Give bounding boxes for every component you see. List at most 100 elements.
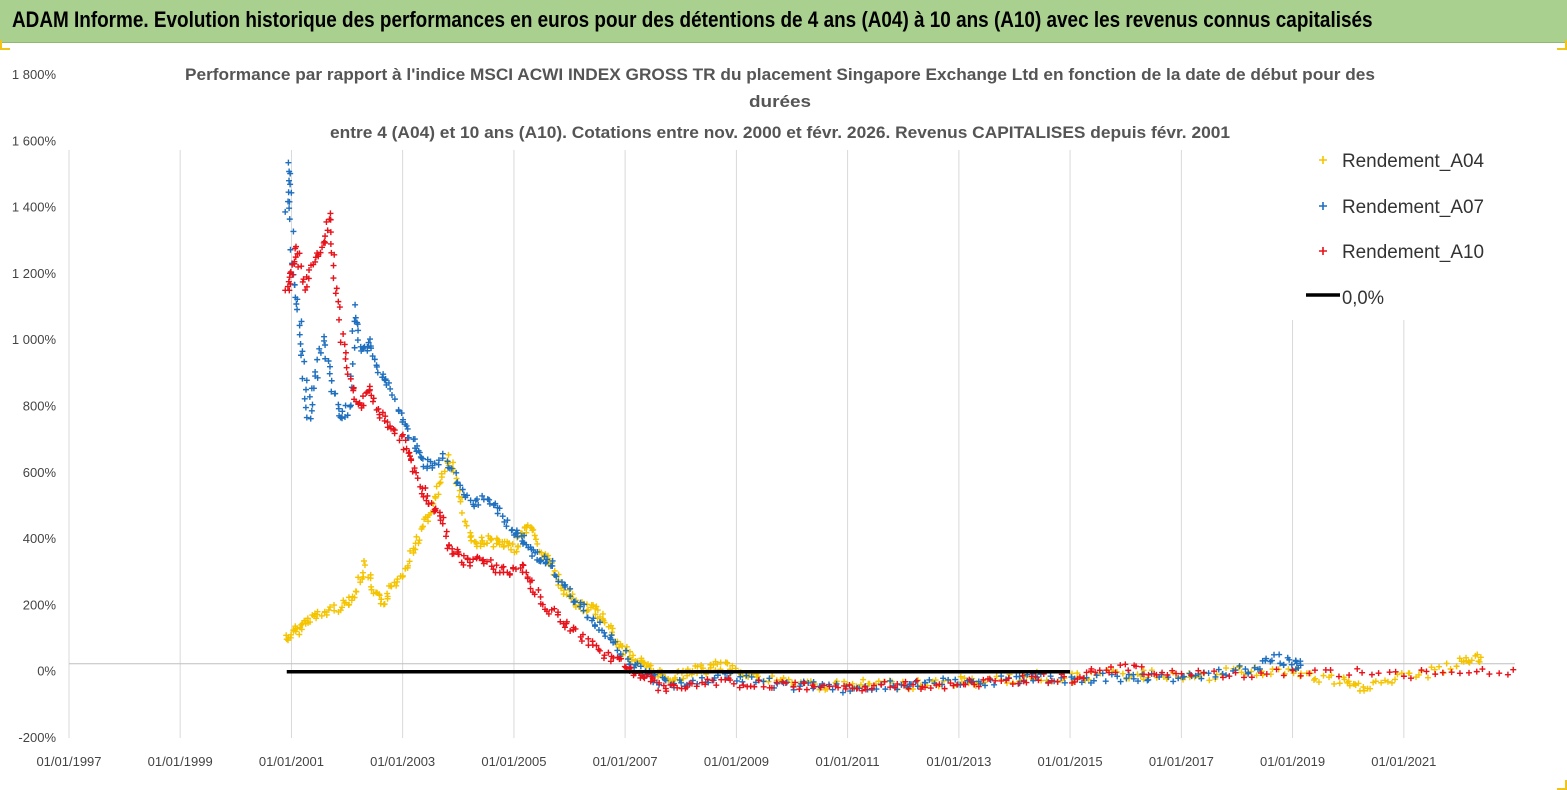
data-point [418,490,425,497]
data-point [449,459,456,466]
data-point [479,557,486,564]
data-point [299,348,306,355]
data-point [357,579,364,586]
data-point [1232,669,1239,676]
data-point [534,540,541,547]
data-point [594,607,601,614]
data-point [1170,678,1177,685]
data-point [693,683,700,690]
data-point [298,626,305,633]
data-point [773,679,780,686]
data-point [1096,667,1103,674]
data-point [579,631,586,638]
data-point [441,468,448,475]
data-point [445,451,452,458]
data-point [544,556,551,563]
series-rendementa07 [282,159,1304,696]
data-point [307,415,314,422]
data-point [411,436,418,443]
data-point [524,522,531,529]
data-point [351,594,358,601]
data-point [373,362,380,369]
data-point [910,681,917,688]
data-point [439,520,446,527]
data-point [1392,676,1399,683]
data-point [647,678,654,685]
data-point [670,682,677,689]
data-point [1248,674,1255,681]
data-point [1372,678,1379,685]
data-point [1315,679,1322,686]
data-point [623,643,630,650]
data-point [1241,674,1248,681]
data-point [369,353,376,360]
data-point [1346,682,1353,689]
data-point [475,501,482,508]
y-tick-label: 1 000% [12,332,57,347]
data-point [367,336,374,343]
data-point [1054,678,1061,685]
data-point [1477,654,1484,661]
data-point [729,662,736,669]
data-point [286,287,293,294]
data-point [607,658,614,665]
data-point [291,258,298,265]
data-point [1312,675,1319,682]
y-tick-label: 800% [23,399,57,414]
data-point [957,673,964,680]
data-point [1280,662,1287,669]
data-point [355,401,362,408]
data-point [792,679,799,686]
data-point [408,456,415,463]
data-point [971,681,978,688]
data-point [317,349,324,356]
data-point [308,407,315,414]
data-point [640,659,647,666]
data-point [403,445,410,452]
data-point [1398,670,1405,677]
data-point [1211,668,1218,675]
data-point [289,271,296,278]
data-point [936,681,943,688]
data-point [286,198,293,205]
data-point [705,679,712,686]
data-point [326,363,333,370]
data-point [950,682,957,689]
data-point [500,563,507,570]
data-point [1486,671,1493,678]
data-point [294,250,301,257]
data-point [422,485,429,492]
data-point [368,345,375,352]
data-point [387,385,394,392]
data-point [1479,666,1486,673]
data-point [581,601,588,608]
data-point [474,496,481,503]
data-point [514,530,521,537]
data-point [398,410,405,417]
data-point [419,455,426,462]
data-point [641,675,648,682]
data-point [375,405,382,412]
data-point [389,392,396,399]
data-point [892,684,899,691]
data-point [374,369,381,376]
axis-layer: 01/01/1997 01/01/1999 01/01/2001 01/01/2003… [12,67,1515,769]
data-point [490,543,497,550]
data-point [1047,673,1054,680]
data-point [327,604,334,611]
corner-mark-top-left [0,40,10,50]
data-point [481,541,488,548]
data-point [319,244,326,251]
data-point [384,593,391,600]
data-point [932,677,939,684]
data-point [352,301,359,308]
series-rendementa04 [283,451,1484,694]
data-point [553,573,560,580]
data-point [605,649,612,656]
corner-mark-bottom-right [1557,780,1567,790]
data-point [713,682,720,689]
data-point [1138,663,1145,670]
data-point [1306,670,1313,677]
data-point [367,575,374,582]
data-point [427,509,434,516]
